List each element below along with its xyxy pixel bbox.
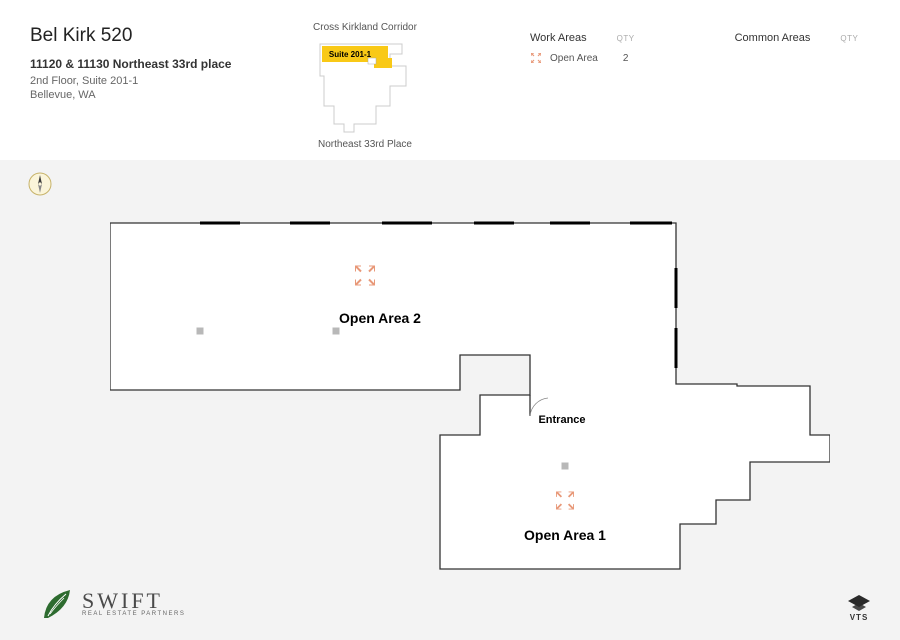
footer-logo: SWIFT REAL ESTATE PARTNERS (40, 586, 185, 622)
legend-open-area-count: 2 (623, 53, 629, 64)
vts-label: VTS (850, 613, 869, 622)
vts-logo: VTS (848, 595, 870, 622)
expand-icon (556, 492, 574, 515)
header: Bel Kirk 520 11120 & 11130 Northeast 33r… (0, 0, 900, 160)
key-plan-north-label: Cross Kirkland Corridor (310, 22, 420, 33)
legend: Work Areas QTY Open Area 2 Common Areas … (530, 32, 858, 64)
expand-icon (355, 266, 375, 291)
legend-common-title: Common Areas (735, 32, 811, 44)
property-floor-suite: 2nd Floor, Suite 201-1 (30, 75, 310, 87)
property-city: Bellevue, WA (30, 89, 310, 101)
legend-common-qty-label: QTY (840, 34, 858, 43)
vts-icon (848, 595, 870, 611)
floorplan-outline (110, 223, 830, 569)
property-info: Bel Kirk 520 11120 & 11130 Northeast 33r… (30, 25, 310, 135)
property-address: 11120 & 11130 Northeast 33rd place (30, 57, 310, 71)
legend-work-title: Work Areas (530, 32, 587, 44)
area-label-open2: Open Area 2 (339, 310, 421, 326)
area-label-open1: Open Area 1 (524, 527, 606, 543)
column-dot (333, 328, 340, 335)
property-title: Bel Kirk 520 (30, 25, 310, 47)
legend-work-qty-label: QTY (617, 34, 635, 43)
legend-common-areas: Common Areas QTY (735, 32, 859, 64)
key-plan-suite-rect2 (374, 58, 392, 68)
legend-row-open-area: Open Area 2 (530, 52, 635, 64)
leaf-icon (40, 586, 76, 622)
logo-text: SWIFT REAL ESTATE PARTNERS (82, 591, 185, 617)
key-plan-map: Suite 201-1 (310, 36, 420, 136)
compass-icon (28, 172, 52, 196)
key-plan-south-label: Northeast 33rd Place (310, 139, 420, 150)
floorplan: Open Area 2 Open Area 1 Entrance (110, 220, 830, 585)
floorplan-canvas: Open Area 2 Open Area 1 Entrance SWIFT R… (0, 160, 900, 640)
key-plan-suite-label: Suite 201-1 (329, 50, 372, 59)
floorplan-svg (110, 220, 830, 580)
entrance-label: Entrance (538, 414, 585, 426)
column-dot (562, 463, 569, 470)
logo-tagline: REAL ESTATE PARTNERS (82, 611, 185, 617)
logo-company: SWIFT (82, 591, 185, 611)
expand-icon (530, 52, 542, 64)
legend-open-area-label: Open Area (550, 53, 598, 64)
legend-work-areas: Work Areas QTY Open Area 2 (530, 32, 635, 64)
column-dot (197, 328, 204, 335)
key-plan: Cross Kirkland Corridor Suite 201-1 Nort… (310, 22, 420, 150)
